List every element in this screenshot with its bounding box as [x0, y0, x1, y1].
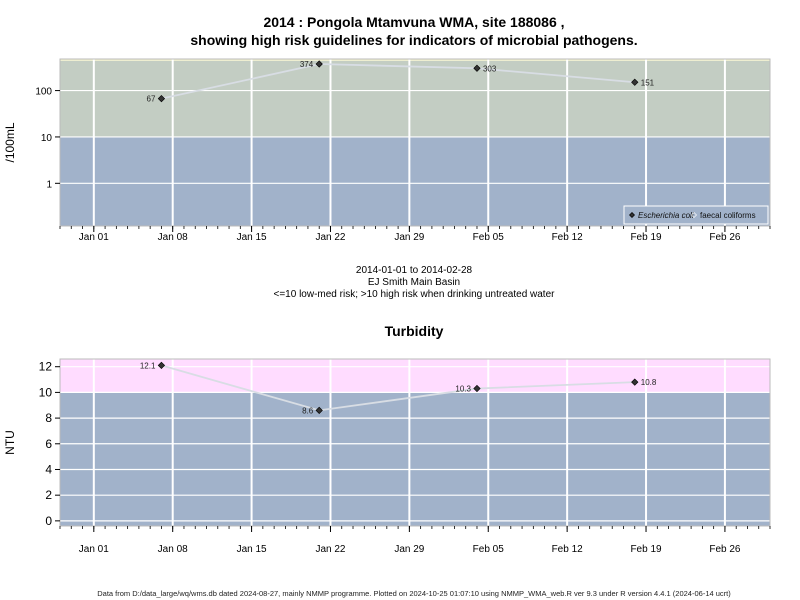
data-label: 8.6 — [302, 406, 314, 415]
plot-frame — [59, 58, 771, 227]
y-tick-label: 12 — [39, 360, 53, 374]
risk-band-1 — [60, 359, 770, 393]
x-tick-label: Feb 05 — [473, 544, 505, 555]
x-tick-label: Jan 29 — [394, 544, 424, 555]
chart-title: 2014 : Pongola Mtamvuna WMA, site 188086… — [263, 14, 564, 30]
data-label: 303 — [483, 64, 497, 73]
x-tick-label: Jan 08 — [158, 232, 188, 243]
x-tick-label: Jan 15 — [237, 232, 267, 243]
data-point — [157, 361, 166, 370]
chart-subtitle: showing high risk guidelines for indicat… — [190, 32, 637, 48]
legend-marker — [691, 212, 697, 218]
data-point — [315, 406, 323, 415]
data-label: 67 — [147, 95, 156, 104]
plot-frame — [59, 358, 771, 527]
turbidity-plot: 0 2 4 6 8 10 12 NTU Jan 01 Jan 08 Jan 15 Jan 22 Jan … — [3, 358, 771, 555]
microbial-plot: 1 10 100/100mL Jan 01 Jan 08 Jan 15 Jan 22 Jan … — [3, 58, 771, 243]
risk-band-2 — [60, 59, 770, 61]
risk-band-1 — [60, 60, 770, 137]
data-point — [631, 378, 639, 386]
caption-line: 2014-01-01 to 2014-02-28 — [356, 265, 473, 276]
caption-line: EJ Smith Main Basin — [368, 277, 460, 288]
x-tick-label: Feb 19 — [630, 544, 662, 555]
legend-box — [623, 205, 769, 225]
x-tick-label: Jan 15 — [237, 544, 267, 555]
x-tick-label: Jan 08 — [158, 544, 188, 555]
x-tick-label: Feb 12 — [552, 232, 584, 243]
y-tick-label: 100 — [35, 87, 52, 98]
data-point — [631, 78, 639, 86]
y-tick-label: 2 — [45, 488, 52, 502]
series-line-0 — [161, 364, 635, 412]
x-tick-label: Feb 19 — [630, 232, 662, 243]
x-tick-label: Jan 22 — [315, 232, 345, 243]
data-point — [473, 384, 481, 393]
legend-marker — [629, 212, 635, 218]
data-point — [157, 95, 166, 103]
data-point — [315, 60, 323, 68]
turbidity-title: Turbidity — [385, 323, 444, 339]
legend-entry: Escherichia coli — [638, 211, 694, 220]
risk-band-0 — [60, 392, 770, 526]
data-label: 10.3 — [455, 385, 471, 394]
data-label: 151 — [641, 78, 655, 87]
x-tick-label: Jan 29 — [394, 232, 424, 243]
data-point — [473, 64, 481, 72]
legend: Escherichia coli faecal coliforms — [623, 205, 769, 225]
y-tick-label: 0 — [45, 514, 52, 528]
y-tick-label: 8 — [45, 411, 52, 425]
x-tick-label: Jan 01 — [79, 232, 109, 243]
x-tick-label: Feb 26 — [709, 232, 741, 243]
x-tick-label: Jan 01 — [79, 544, 109, 555]
data-label: 12.1 — [140, 361, 156, 370]
legend-entry: faecal coliforms — [700, 211, 756, 220]
data-label: 10.8 — [641, 378, 657, 387]
y-axis-title: /100mL — [3, 122, 17, 162]
x-tick-label: Feb 12 — [552, 544, 584, 555]
y-axis-title: NTU — [3, 430, 17, 455]
x-tick-label: Feb 26 — [709, 544, 741, 555]
series-line-0 — [161, 63, 635, 100]
y-tick-label: 4 — [45, 462, 52, 476]
caption-line: <=10 low-med risk; >10 high risk when dr… — [274, 289, 556, 300]
data-label: 374 — [300, 60, 314, 69]
x-tick-label: Jan 22 — [315, 544, 345, 555]
footer-note: Data from D:/data_large/wq/wms.db dated … — [97, 589, 731, 598]
y-tick-label: 6 — [45, 437, 52, 451]
x-tick-label: Feb 05 — [473, 232, 505, 243]
y-tick-label: 10 — [41, 133, 53, 144]
y-tick-label: 10 — [39, 385, 53, 399]
y-tick-label: 1 — [46, 179, 52, 190]
